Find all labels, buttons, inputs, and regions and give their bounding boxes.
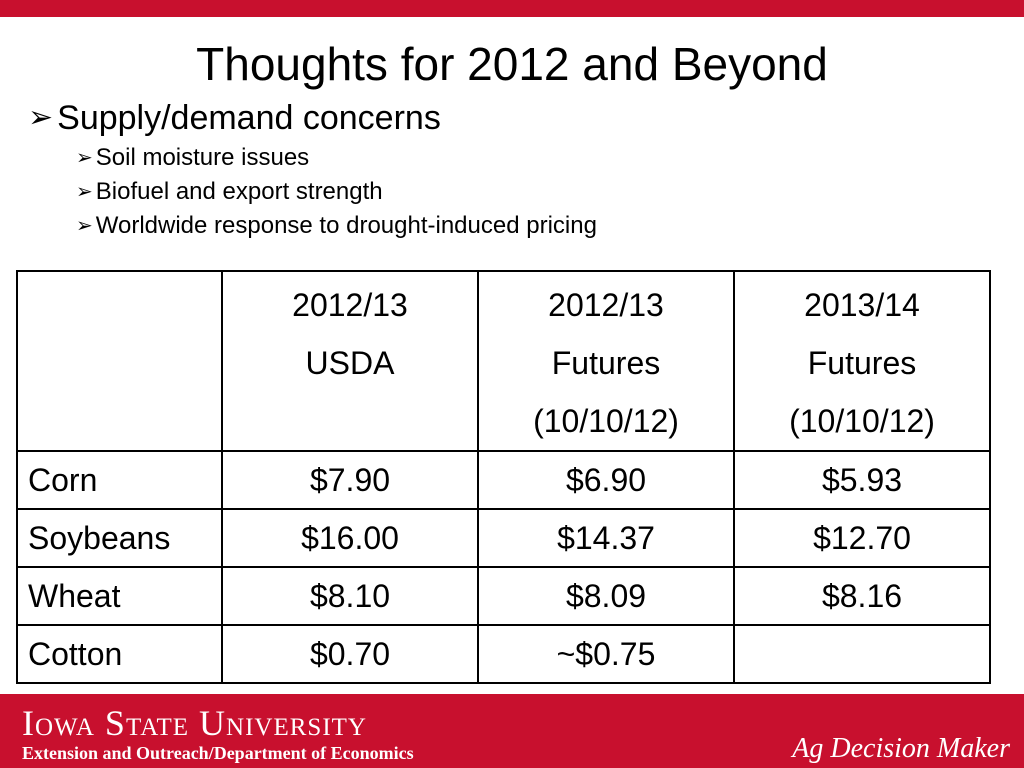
footer-bar xyxy=(0,698,1024,768)
table-row: Wheat $8.10 $8.09 $8.16 xyxy=(16,566,991,626)
table-row: Corn $7.90 $6.90 $5.93 xyxy=(16,450,991,510)
price-cell xyxy=(733,624,991,684)
header-line: 2012/13 xyxy=(548,287,664,323)
footer-divider xyxy=(0,694,1024,698)
sub-bullet-text: Soil moisture issues xyxy=(95,144,310,171)
arrow-bullet-icon: ➢ xyxy=(76,181,93,203)
commodity-label: Wheat xyxy=(16,566,223,626)
price-table: 2012/13 USDA 2012/13 Futures (10/10/12) … xyxy=(16,270,991,684)
top-accent-bar xyxy=(0,0,1024,17)
sub-bullet: ➢ Biofuel and export strength xyxy=(76,177,383,207)
table-row: Soybeans $16.00 $14.37 $12.70 xyxy=(16,508,991,568)
header-cell: 2012/13 USDA xyxy=(221,270,479,452)
price-cell: $16.00 xyxy=(221,508,479,568)
header-line: 2012/13 xyxy=(292,287,408,323)
header-line: 2013/14 xyxy=(804,287,920,323)
header-line: (10/10/12) xyxy=(789,403,935,439)
price-cell: $6.90 xyxy=(477,450,735,510)
arrow-bullet-icon: ➢ xyxy=(28,101,54,134)
commodity-label: Soybeans xyxy=(16,508,223,568)
sub-bullet: ➢ Worldwide response to drought-induced … xyxy=(76,211,597,241)
sub-bullet-text: Worldwide response to drought-induced pr… xyxy=(95,212,597,239)
commodity-label: Cotton xyxy=(16,624,223,684)
header-cell: 2013/14 Futures (10/10/12) xyxy=(733,270,991,452)
price-cell: ~$0.75 xyxy=(477,624,735,684)
header-line: Futures xyxy=(807,345,917,381)
university-wordmark: Iowa State University xyxy=(22,703,367,743)
sub-bullet: ➢ Soil moisture issues xyxy=(76,143,309,173)
slide-title: Thoughts for 2012 and Beyond xyxy=(196,38,828,90)
header-line: (10/10/12) xyxy=(533,403,679,439)
header-cell-empty xyxy=(16,270,223,452)
arrow-bullet-icon: ➢ xyxy=(76,215,93,237)
main-bullet: ➢ Supply/demand concerns xyxy=(28,98,441,138)
price-cell: $7.90 xyxy=(221,450,479,510)
commodity-label: Corn xyxy=(16,450,223,510)
table-row: Cotton $0.70 ~$0.75 xyxy=(16,624,991,684)
price-cell: $14.37 xyxy=(477,508,735,568)
price-cell: $12.70 xyxy=(733,508,991,568)
department-text: Extension and Outreach/Department of Eco… xyxy=(22,743,414,763)
sub-bullet-text: Biofuel and export strength xyxy=(95,178,383,205)
main-bullet-text: Supply/demand concerns xyxy=(57,99,441,137)
price-cell: $8.16 xyxy=(733,566,991,626)
price-cell: $0.70 xyxy=(221,624,479,684)
price-cell: $8.09 xyxy=(477,566,735,626)
price-cell: $5.93 xyxy=(733,450,991,510)
table-header-row: 2012/13 USDA 2012/13 Futures (10/10/12) … xyxy=(16,270,991,452)
header-cell: 2012/13 Futures (10/10/12) xyxy=(477,270,735,452)
brand-wordmark: Ag Decision Maker xyxy=(792,733,1010,764)
header-line: Futures xyxy=(551,345,661,381)
arrow-bullet-icon: ➢ xyxy=(76,147,93,169)
price-cell: $8.10 xyxy=(221,566,479,626)
header-line: USDA xyxy=(305,345,395,381)
